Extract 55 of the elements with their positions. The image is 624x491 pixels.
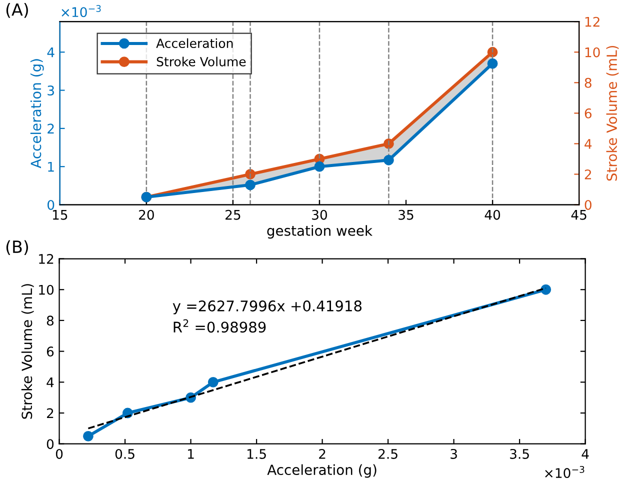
y-tick-label: 4 bbox=[47, 48, 54, 58]
y-tick-label: 10 bbox=[39, 284, 54, 295]
text: ×10$^{−3}$ bbox=[545, 466, 584, 478]
x-tick-label: 25 bbox=[226, 210, 240, 220]
x-tick-label: 1 bbox=[188, 449, 194, 459]
annotation: R$^{2}$ =0.98989 bbox=[174, 319, 266, 333]
y-tick-label: 0 bbox=[46, 439, 54, 450]
y-tick-label: 4 bbox=[46, 378, 54, 388]
y-tick-label: 8 bbox=[46, 316, 54, 326]
point bbox=[245, 180, 256, 190]
y-tick-label: 12 bbox=[39, 254, 54, 264]
x-tick-label: 3.5 bbox=[510, 448, 529, 459]
y-tick-label: 0 bbox=[48, 200, 54, 210]
chart-title: (A) bbox=[6, 3, 28, 18]
x-tick-label: 4 bbox=[582, 449, 589, 459]
y-axis-title: Stroke Volume (mL) bbox=[21, 284, 34, 419]
y2-tick-label: 6 bbox=[584, 108, 592, 118]
x-axis-title: gestation week bbox=[267, 225, 372, 239]
point bbox=[384, 154, 394, 166]
point bbox=[208, 376, 218, 388]
y-tick-label: 1 bbox=[48, 162, 54, 172]
x-tick-label: 20 bbox=[139, 210, 154, 220]
x-tick-label: 40 bbox=[484, 210, 500, 220]
y2-tick-label: 10 bbox=[585, 47, 600, 58]
point bbox=[314, 161, 325, 172]
x-tick-label: 2 bbox=[319, 448, 326, 459]
point bbox=[487, 58, 498, 69]
chart-title: (B) bbox=[6, 240, 28, 256]
point bbox=[83, 430, 94, 442]
x-tick-label: 3 bbox=[450, 448, 457, 459]
x-tick-label: 30 bbox=[312, 210, 328, 220]
y-axis-title: Acceleration (g) bbox=[30, 59, 44, 168]
text: ×10$^{−3}$ bbox=[62, 5, 101, 18]
point bbox=[540, 284, 552, 295]
y2-tick-label: 2 bbox=[584, 169, 592, 180]
x-tick-label: 1.5 bbox=[248, 449, 266, 459]
y2-tick-label: 0 bbox=[584, 200, 592, 210]
annotation: y =2627.7996x +0.41918 bbox=[172, 300, 362, 314]
x-tick-label: 45 bbox=[571, 210, 586, 220]
y-tick-label: 2 bbox=[48, 124, 54, 134]
y2-tick-label: 4 bbox=[584, 139, 592, 149]
y2-axis-title: Stroke Volume (mL) bbox=[606, 46, 619, 181]
x-tick-label: 15 bbox=[52, 210, 68, 220]
x-tick-label: 0.5 bbox=[115, 448, 134, 459]
x-tick-label: 2.5 bbox=[378, 448, 398, 459]
y-tick-label: 3 bbox=[48, 86, 54, 96]
legend-label: Acceleration bbox=[156, 38, 233, 48]
x-axis-title: Acceleration (g) bbox=[267, 464, 376, 478]
y-tick-label: 2 bbox=[46, 408, 54, 418]
y2-tick-label: 8 bbox=[584, 78, 592, 88]
legend-label: Stroke Volume bbox=[156, 56, 246, 66]
x-tick-label: 35 bbox=[398, 210, 414, 220]
y2-tick-label: 12 bbox=[585, 16, 600, 27]
x-tick-label: 0 bbox=[56, 448, 63, 459]
y-tick-label: 6 bbox=[46, 346, 54, 357]
